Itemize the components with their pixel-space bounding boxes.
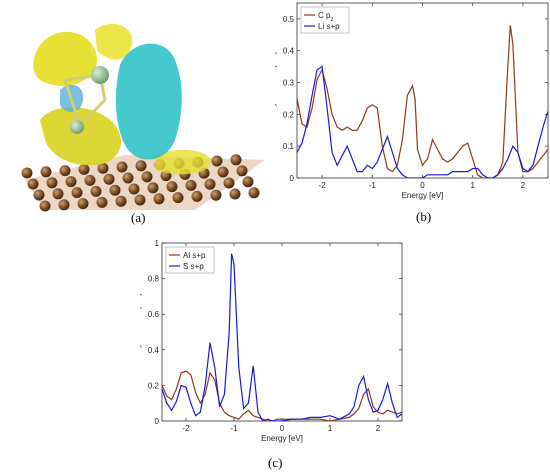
graphene-atom bbox=[242, 176, 254, 188]
graphene-atom bbox=[217, 166, 229, 178]
molecule-illustration bbox=[21, 23, 265, 212]
graphene-atom bbox=[185, 179, 197, 191]
series-line bbox=[297, 65, 548, 178]
graphene-atom bbox=[128, 183, 140, 195]
graphene-atom bbox=[21, 167, 33, 179]
graphene-atom bbox=[134, 194, 146, 206]
y-tick-label: 0.2 bbox=[283, 110, 295, 119]
x-tick-label: 1 bbox=[328, 424, 333, 433]
y-tick-label: 1 bbox=[155, 239, 160, 248]
legend-label: Al s+p bbox=[183, 251, 206, 260]
x-tick-label: -2 bbox=[182, 424, 190, 433]
panel-b-label: (b) bbox=[416, 209, 432, 224]
li-atom bbox=[91, 66, 109, 84]
x-tick-label: -1 bbox=[230, 424, 238, 433]
graphene-atom bbox=[115, 195, 127, 207]
graphene-atom bbox=[96, 196, 108, 208]
graphene-atom bbox=[135, 160, 147, 172]
graphene-atom bbox=[39, 200, 51, 212]
graphene-atom bbox=[90, 185, 102, 197]
graphene-atom bbox=[59, 165, 71, 177]
graphene-atom bbox=[109, 184, 121, 196]
graphene-atom bbox=[211, 155, 223, 167]
x-tick-label: 1 bbox=[470, 181, 475, 190]
chart-b-svg: -2 -1 0 1 2 0 0.1 0.2 0.3 0.4 0.5 Energy [eV] Densit… bbox=[268, 2, 549, 200]
graphene-atom bbox=[84, 174, 96, 186]
isosurface-yellow-left bbox=[33, 31, 97, 86]
legend-label: Li s+p bbox=[318, 22, 340, 31]
graphene-atom bbox=[33, 189, 45, 201]
series-line bbox=[297, 25, 548, 178]
graphene-atom bbox=[52, 188, 64, 200]
x-tick-label: -1 bbox=[369, 181, 377, 190]
y-tick-label: 0.3 bbox=[283, 79, 295, 88]
graphene-atom bbox=[116, 161, 128, 173]
y-tick-label: 0.5 bbox=[283, 15, 295, 24]
graphene-atom bbox=[122, 172, 134, 184]
graphene-atom bbox=[172, 192, 184, 204]
graphene-atom bbox=[166, 181, 178, 193]
isosurface-yellow-bottom bbox=[40, 107, 122, 166]
graphene-atom bbox=[65, 176, 77, 188]
graphene-atom bbox=[236, 165, 248, 177]
x-axis-label: Energy [eV] bbox=[261, 434, 303, 443]
y-axis-label: Density of states [a.u] bbox=[275, 52, 277, 129]
graphene-atom bbox=[40, 166, 52, 178]
y-tick-label: 0.4 bbox=[148, 346, 160, 355]
y-tick-label: 0 bbox=[155, 417, 160, 426]
graphene-atom bbox=[191, 190, 203, 202]
graphene-atom bbox=[153, 193, 165, 205]
graphene-atom bbox=[103, 173, 115, 185]
graphene-atom bbox=[229, 188, 241, 200]
x-tick-label: 0 bbox=[280, 424, 285, 433]
y-tick-label: 0.1 bbox=[283, 142, 295, 151]
x-tick-label: 0 bbox=[420, 181, 425, 190]
x-tick-label: 2 bbox=[521, 181, 526, 190]
x-axis-label: Energy [eV] bbox=[402, 191, 444, 200]
graphene-atom bbox=[97, 162, 109, 174]
graphene-atom bbox=[248, 187, 260, 199]
x-tick-label: -2 bbox=[319, 181, 327, 190]
graphene-atom bbox=[223, 177, 235, 189]
y-tick-label: 0.4 bbox=[283, 47, 295, 56]
graphene-atom bbox=[141, 171, 153, 183]
graphene-atom bbox=[46, 177, 58, 189]
graphene-atom bbox=[58, 199, 70, 211]
panel-a-label: (a) bbox=[131, 210, 146, 225]
panel-b-chart: -2 -1 0 1 2 0 0.1 0.2 0.3 0.4 0.5 Energy [eV] Densit… bbox=[268, 0, 550, 205]
graphene-atom bbox=[27, 178, 39, 190]
graphene-atom bbox=[204, 178, 216, 190]
isosurface-cyan bbox=[115, 43, 182, 160]
graphene-atom bbox=[210, 189, 222, 201]
graphene-atom bbox=[230, 154, 242, 166]
legend-label: S s+p bbox=[183, 262, 204, 271]
panel-a-structure bbox=[5, 5, 275, 220]
y-axis-label: Density of states [a.u] bbox=[140, 294, 142, 371]
legend-box bbox=[165, 246, 215, 274]
y-tick-label: 0.8 bbox=[148, 275, 160, 284]
x-tick-label: 2 bbox=[376, 424, 381, 433]
panel-c-chart: -2 -1 0 1 2 0 0.2 0.4 0.6 0.8 1 Energy [eV] Density … bbox=[133, 238, 405, 448]
c-atom bbox=[70, 120, 84, 134]
chart-c-svg: -2 -1 0 1 2 0 0.2 0.4 0.6 0.8 1 Energy [eV] Density … bbox=[133, 239, 403, 443]
isosurface-yellow-top bbox=[95, 23, 133, 60]
series-line bbox=[162, 253, 402, 421]
graphene-atom bbox=[147, 182, 159, 194]
y-tick-label: 0.6 bbox=[148, 310, 160, 319]
graphene-atom bbox=[78, 163, 90, 175]
y-tick-label: 0.2 bbox=[148, 381, 160, 390]
graphene-atom bbox=[71, 187, 83, 199]
graphene-atom bbox=[77, 198, 89, 210]
legend-box bbox=[300, 6, 350, 34]
isosurface-yellow-right bbox=[155, 149, 211, 175]
panel-c-label: (c) bbox=[268, 455, 283, 470]
y-tick-label: 0 bbox=[290, 174, 295, 183]
